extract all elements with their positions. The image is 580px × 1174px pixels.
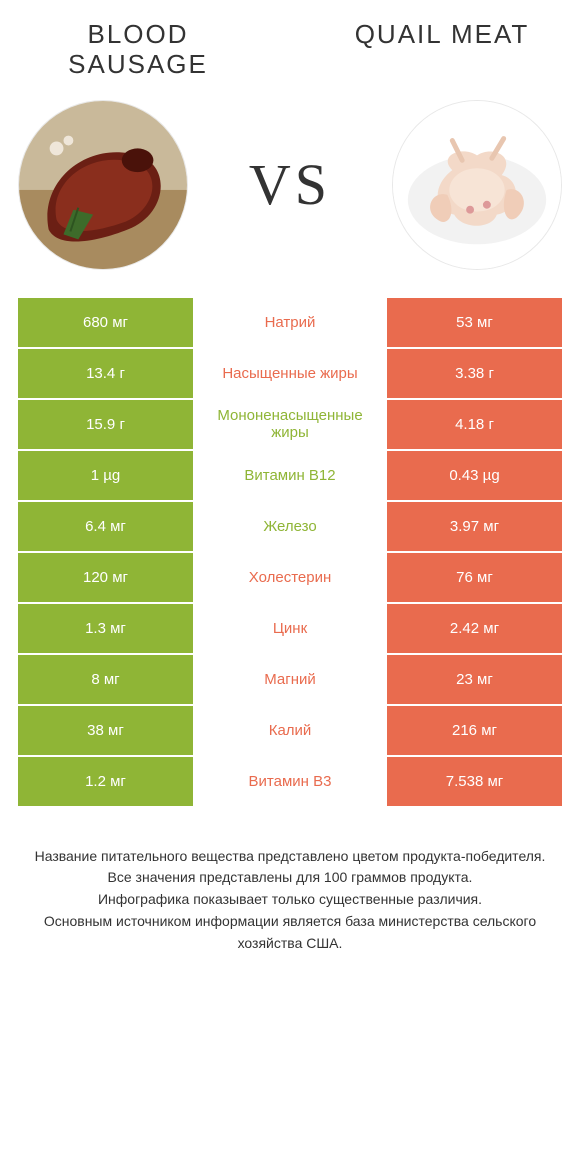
value-right: 3.97 мг	[387, 502, 562, 551]
table-row: 680 мгНатрий53 мг	[18, 298, 562, 347]
table-row: 38 мгКалий216 мг	[18, 706, 562, 755]
nutrient-label: Железо	[195, 502, 385, 551]
value-left: 1.2 мг	[18, 757, 193, 806]
footer-line: Название питательного вещества представл…	[28, 846, 552, 868]
value-left: 38 мг	[18, 706, 193, 755]
photo-left	[18, 100, 188, 270]
nutrient-label: Магний	[195, 655, 385, 704]
table-row: 1.2 мгВитамин B37.538 мг	[18, 757, 562, 806]
nutrient-label: Калий	[195, 706, 385, 755]
nutrient-label: Витамин B3	[195, 757, 385, 806]
table-row: 15.9 гМононенасыщенные жиры4.18 г	[18, 400, 562, 449]
value-right: 2.42 мг	[387, 604, 562, 653]
table-row: 1.3 мгЦинк2.42 мг	[18, 604, 562, 653]
infographic-container: Blood Sausage Quail Meat VS	[0, 0, 580, 984]
value-left: 120 мг	[18, 553, 193, 602]
nutrient-label: Насыщенные жиры	[195, 349, 385, 398]
value-left: 6.4 мг	[18, 502, 193, 551]
photo-right	[392, 100, 562, 270]
nutrient-label: Цинк	[195, 604, 385, 653]
nutrient-label: Мононенасыщенные жиры	[195, 400, 385, 449]
nutrient-label: Холестерин	[195, 553, 385, 602]
value-right: 7.538 мг	[387, 757, 562, 806]
table-row: 1 µgВитамин B120.43 µg	[18, 451, 562, 500]
blood-sausage-icon	[19, 101, 187, 269]
nutrient-label: Витамин B12	[195, 451, 385, 500]
quail-meat-icon	[393, 101, 561, 269]
footer-line: Все значения представлены для 100 граммо…	[28, 867, 552, 889]
value-right: 0.43 µg	[387, 451, 562, 500]
value-right: 216 мг	[387, 706, 562, 755]
value-right: 53 мг	[387, 298, 562, 347]
table-row: 8 мгМагний23 мг	[18, 655, 562, 704]
value-right: 3.38 г	[387, 349, 562, 398]
comparison-table: 680 мгНатрий53 мг13.4 гНасыщенные жиры3.…	[18, 298, 562, 806]
value-left: 1.3 мг	[18, 604, 193, 653]
footer-line: Инфографика показывает только существенн…	[28, 889, 552, 911]
title-left: Blood Sausage	[38, 20, 238, 80]
value-left: 8 мг	[18, 655, 193, 704]
footer-notes: Название питательного вещества представл…	[18, 806, 562, 954]
value-left: 680 мг	[18, 298, 193, 347]
title-right: Quail Meat	[342, 20, 542, 50]
footer-line: Основным источником информации является …	[28, 911, 552, 954]
value-right: 76 мг	[387, 553, 562, 602]
value-left: 15.9 г	[18, 400, 193, 449]
title-row: Blood Sausage Quail Meat	[18, 20, 562, 90]
value-left: 1 µg	[18, 451, 193, 500]
hero-row: VS	[18, 90, 562, 290]
vs-label: VS	[249, 151, 331, 218]
value-right: 4.18 г	[387, 400, 562, 449]
value-left: 13.4 г	[18, 349, 193, 398]
table-row: 6.4 мгЖелезо3.97 мг	[18, 502, 562, 551]
nutrient-label: Натрий	[195, 298, 385, 347]
value-right: 23 мг	[387, 655, 562, 704]
table-row: 13.4 гНасыщенные жиры3.38 г	[18, 349, 562, 398]
table-row: 120 мгХолестерин76 мг	[18, 553, 562, 602]
